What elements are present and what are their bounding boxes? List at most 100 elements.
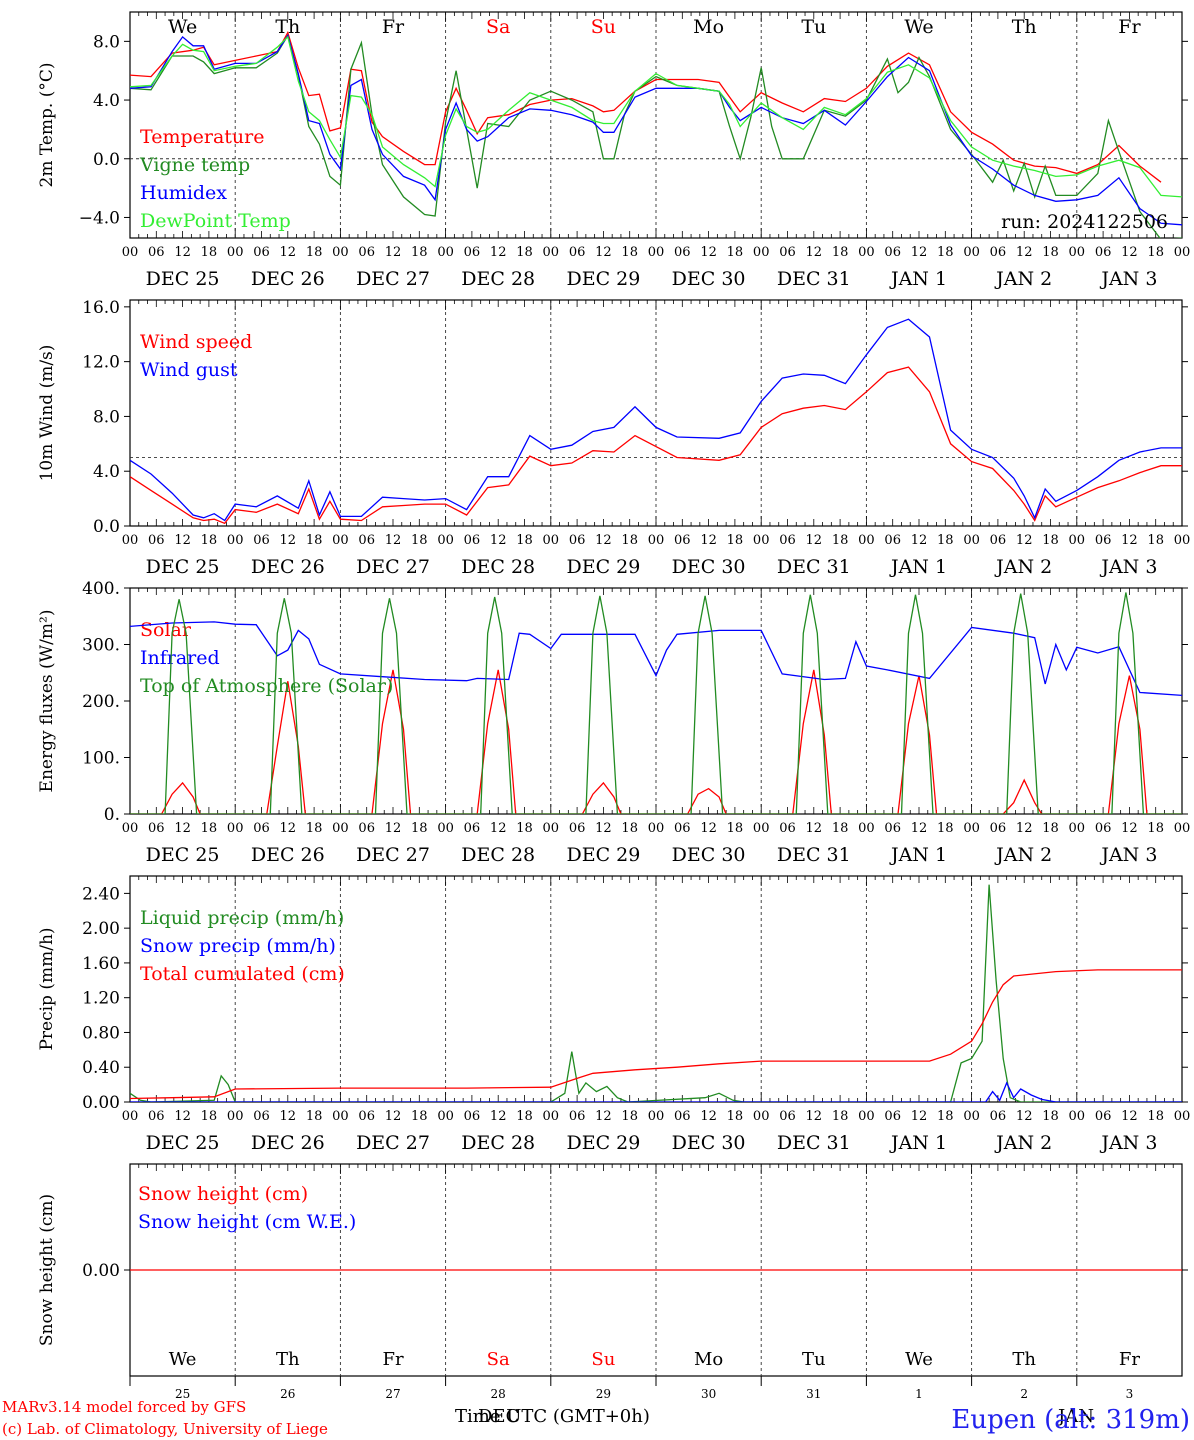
- hour-label: 00: [1069, 1109, 1086, 1124]
- day-label: DEC 26: [251, 556, 325, 578]
- day-number: 3: [1126, 1387, 1134, 1401]
- hour-label: 12: [280, 1109, 297, 1124]
- y-tick-label: 0.00: [82, 1261, 120, 1281]
- hour-label: 06: [148, 245, 165, 260]
- hour-label: 18: [727, 821, 744, 836]
- hour-label: 06: [990, 533, 1007, 548]
- hour-label: 12: [1016, 533, 1033, 548]
- y-axis-label: 2m Temp. (°C): [37, 62, 57, 187]
- hour-label: 06: [884, 821, 901, 836]
- weekday-label: Th: [275, 16, 300, 38]
- hour-label: 18: [201, 1109, 218, 1124]
- series-line-2: [130, 318, 1182, 522]
- hour-label: 00: [1069, 821, 1086, 836]
- hour-label: 06: [253, 1109, 270, 1124]
- legend-entry: Infrared: [140, 647, 220, 669]
- hour-label: 00: [227, 533, 244, 548]
- day-label: DEC 25: [146, 268, 220, 290]
- hour-label: 06: [464, 821, 481, 836]
- hour-label: 06: [464, 1109, 481, 1124]
- weekday-label: We: [904, 16, 933, 38]
- hour-label: 12: [595, 821, 612, 836]
- hour-label: 00: [648, 245, 665, 260]
- hour-label: 06: [253, 821, 270, 836]
- hour-label: 18: [832, 821, 849, 836]
- hour-label: 12: [1016, 821, 1033, 836]
- hour-label: 06: [779, 245, 796, 260]
- hour-label: 00: [858, 821, 875, 836]
- hour-label: 12: [700, 821, 717, 836]
- hour-label: 18: [411, 821, 428, 836]
- hour-label: 18: [1147, 1109, 1164, 1124]
- weekday-label: Th: [276, 1349, 300, 1370]
- y-tick-label: 8.0: [93, 32, 120, 52]
- hour-label: 12: [385, 245, 402, 260]
- legend-entry: Humidex: [140, 182, 227, 204]
- hour-label: 12: [1121, 245, 1138, 260]
- day-label: DEC 25: [146, 1132, 220, 1154]
- day-label: DEC 26: [251, 268, 325, 290]
- hour-label: 00: [122, 1109, 139, 1124]
- weekday-label: Th: [1012, 1349, 1036, 1370]
- hour-label: 06: [358, 821, 375, 836]
- series-line-1: [130, 884, 1182, 1102]
- legend-entry: Snow height (cm W.E.): [138, 1211, 356, 1233]
- hour-label: 06: [253, 533, 270, 548]
- y-tick-label: 0.00: [82, 1093, 120, 1113]
- y-tick-label: 4.0: [93, 462, 120, 482]
- weekday-label: Fr: [1118, 16, 1141, 38]
- hour-label: 00: [858, 533, 875, 548]
- hour-label: 00: [753, 1109, 770, 1124]
- weekday-label: Sa: [487, 1349, 510, 1370]
- day-label: DEC 30: [672, 1132, 746, 1154]
- weekday-label: Mo: [693, 16, 724, 38]
- hour-label: 18: [411, 1109, 428, 1124]
- day-label: DEC 26: [251, 1132, 325, 1154]
- day-label: DEC 27: [356, 1132, 430, 1154]
- day-label: JAN 3: [1099, 1132, 1157, 1154]
- hour-label: 00: [543, 821, 560, 836]
- day-label: JAN 3: [1099, 268, 1157, 290]
- y-tick-label: 0.80: [82, 1023, 120, 1043]
- hour-label: 18: [937, 1109, 954, 1124]
- hour-label: 06: [990, 1109, 1007, 1124]
- hour-label: 18: [832, 245, 849, 260]
- hour-label: 00: [543, 245, 560, 260]
- day-label: JAN 3: [1099, 556, 1157, 578]
- lab-credit: (c) Lab. of Climatology, University of L…: [2, 1420, 328, 1438]
- hour-label: 00: [437, 1109, 454, 1124]
- hour-label: 06: [569, 821, 586, 836]
- legend-entry: Snow height (cm): [138, 1183, 308, 1205]
- hour-label: 12: [911, 533, 928, 548]
- hour-label: 06: [358, 533, 375, 548]
- day-label: JAN 1: [889, 556, 947, 578]
- hour-label: 00: [1174, 533, 1191, 548]
- day-number: 1: [915, 1387, 923, 1401]
- y-tick-label: 16.0: [82, 298, 120, 318]
- hour-label: 00: [122, 245, 139, 260]
- day-label: JAN 2: [994, 1132, 1052, 1154]
- y-tick-label: 2.40: [82, 884, 120, 904]
- hour-label: 12: [806, 1109, 823, 1124]
- weekday-label: Th: [1012, 16, 1037, 38]
- hour-label: 18: [621, 1109, 638, 1124]
- series-line-2: [130, 621, 1182, 697]
- hour-label: 00: [858, 245, 875, 260]
- weekday-label: Su: [591, 1349, 615, 1370]
- hour-label: 12: [385, 821, 402, 836]
- day-label: DEC 27: [356, 556, 430, 578]
- hour-label: 12: [1121, 821, 1138, 836]
- y-axis-label: 10m Wind (m/s): [37, 345, 57, 482]
- hour-label: 12: [490, 245, 507, 260]
- hour-label: 00: [227, 821, 244, 836]
- day-label: DEC 30: [672, 556, 746, 578]
- hour-label: 06: [779, 821, 796, 836]
- hour-label: 00: [1174, 245, 1191, 260]
- hour-label: 18: [937, 245, 954, 260]
- hour-label: 06: [1095, 245, 1112, 260]
- hour-label: 00: [332, 1109, 349, 1124]
- y-tick-label: 0.0: [93, 517, 120, 537]
- hour-label: 06: [779, 1109, 796, 1124]
- y-tick-label: 1.60: [82, 954, 120, 974]
- y-tick-label: 300.: [82, 636, 120, 656]
